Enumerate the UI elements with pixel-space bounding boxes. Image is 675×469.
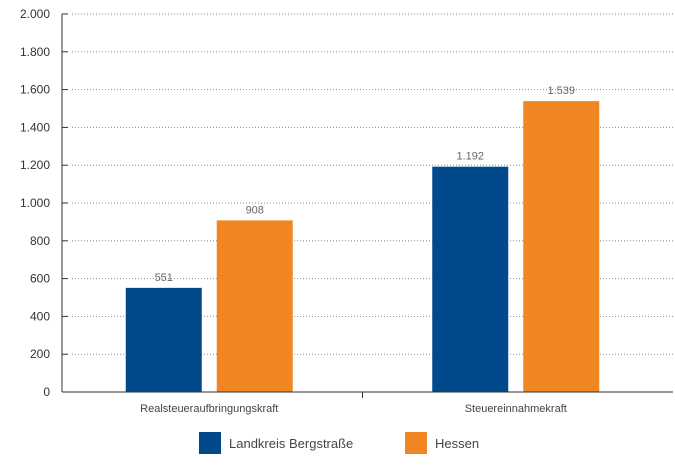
y-tick-label: 1.200 (20, 158, 50, 172)
legend-swatch (199, 432, 221, 454)
legend: Landkreis Bergstraße Hessen (199, 432, 479, 454)
y-tick-label: 0 (43, 385, 50, 399)
y-axis: 0 200 400 600 800 1.000 1.200 1.400 1.600 1.800 2.… (20, 7, 68, 399)
x-axis: Realsteueraufbringungskraft Steuereinnahm… (62, 391, 673, 415)
gridlines (72, 13, 673, 355)
data-label: 1.539 (547, 85, 575, 97)
data-label: 908 (246, 204, 264, 216)
legend-label: Hessen (435, 436, 479, 451)
y-tick-label: 1.600 (20, 83, 50, 97)
bar (523, 101, 600, 392)
bar (125, 287, 202, 392)
x-category-label: Steuereinnahmekraft (465, 403, 567, 415)
data-label: 1.192 (456, 151, 484, 163)
y-tick-label: 1.800 (20, 45, 50, 59)
bars: 551 908 1.192 1.539 (125, 85, 600, 392)
bar (216, 220, 293, 392)
y-tick-label: 2.000 (20, 7, 50, 21)
y-tick-label: 1.400 (20, 120, 50, 134)
y-tick-label: 400 (30, 309, 50, 323)
y-tick-label: 1.000 (20, 196, 50, 210)
legend-swatch (405, 432, 427, 454)
bar (432, 166, 509, 392)
y-tick-label: 200 (30, 347, 50, 361)
x-category-label: Realsteueraufbringungskraft (140, 403, 278, 415)
y-tick-label: 600 (30, 272, 50, 286)
data-label: 551 (155, 272, 173, 284)
y-tick-label: 800 (30, 234, 50, 248)
legend-label: Landkreis Bergstraße (229, 436, 353, 451)
